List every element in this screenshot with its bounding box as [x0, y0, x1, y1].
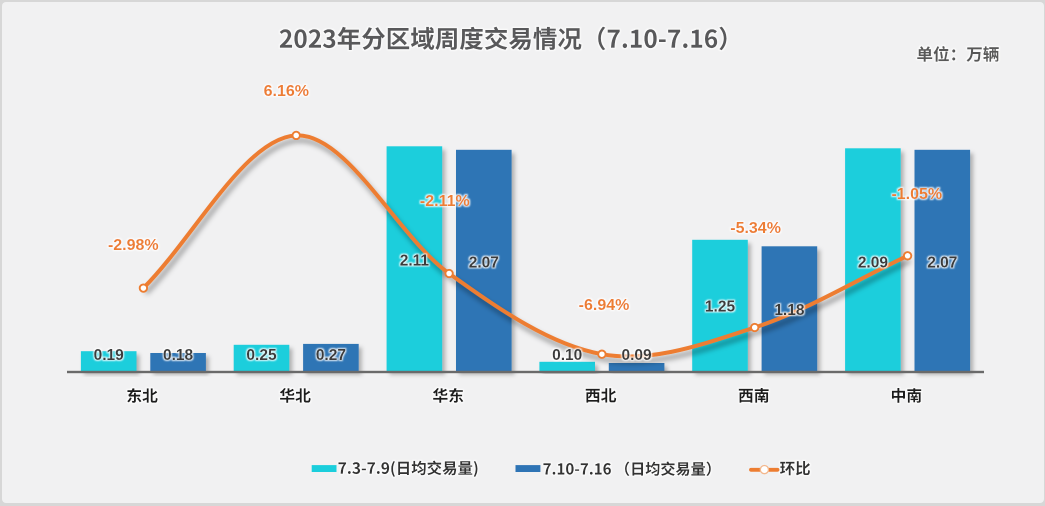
svg-text:6.16%: 6.16% [264, 83, 309, 100]
svg-text:2.11: 2.11 [400, 252, 430, 269]
svg-text:0.27: 0.27 [316, 347, 346, 364]
svg-text:-5.34%: -5.34% [730, 220, 781, 237]
svg-text:-6.94%: -6.94% [579, 297, 630, 314]
svg-text:1.18: 1.18 [774, 302, 805, 319]
svg-text:2.07: 2.07 [927, 255, 957, 272]
svg-text:0.25: 0.25 [246, 347, 277, 364]
svg-text:2.07: 2.07 [469, 255, 499, 272]
svg-text:0.10: 0.10 [552, 347, 582, 364]
svg-text:2.09: 2.09 [858, 255, 889, 272]
svg-text:0.18: 0.18 [163, 347, 194, 364]
svg-text:0.09: 0.09 [622, 347, 653, 364]
svg-text:1.25: 1.25 [705, 299, 736, 316]
svg-text:-2.98%: -2.98% [108, 237, 159, 254]
svg-text:0.19: 0.19 [94, 347, 125, 364]
svg-text:-1.05%: -1.05% [891, 186, 942, 203]
svg-text:-2.11%: -2.11% [420, 193, 470, 210]
